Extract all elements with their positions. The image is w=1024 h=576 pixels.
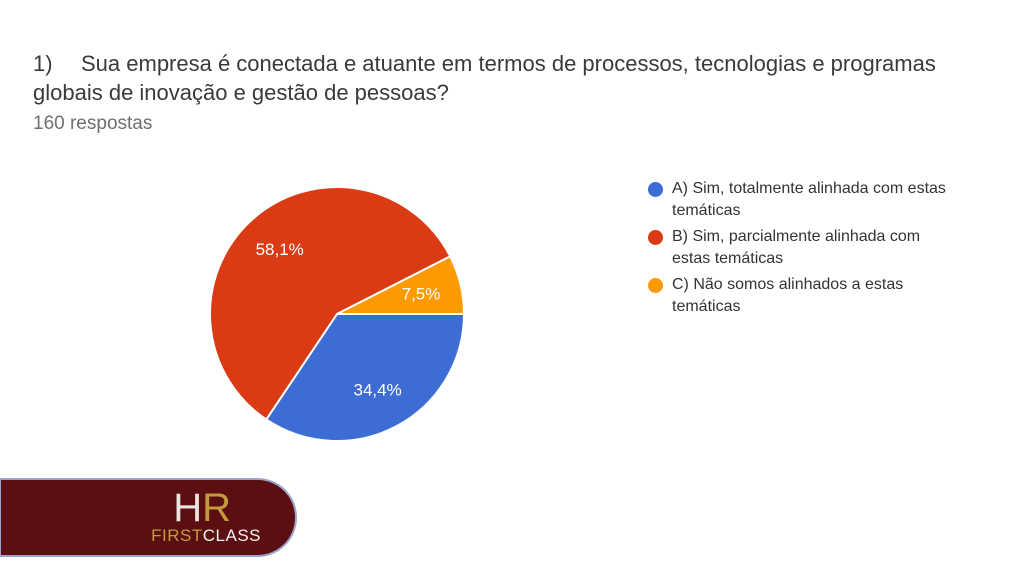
logo-word-class: CLASS [202,526,261,545]
pie-slice-0 [265,313,465,442]
legend-dot-icon [648,278,663,293]
pie-slice-1 [209,186,452,421]
question-title: 1) Sua empresa é conectada e atuante em t… [33,49,973,107]
hr-firstclass-logo: HR FIRSTCLASS [0,478,297,557]
responses-count: 160 respostas [33,113,153,134]
legend-item-c: C) Não somos alinhados a estas temáticas [648,274,968,318]
logo-letter-h: H [173,486,203,530]
legend-dot-icon [648,182,663,197]
pie-slice-label-0: 34,4% [353,381,401,400]
pie-slice-label-2: 7,5% [402,284,441,303]
pie-slice-label-1: 58,1% [256,240,304,259]
pie-slice-2 [336,255,465,315]
logo-letter-r: R [202,486,231,530]
logo-hr-monogram: HR [173,488,231,528]
legend-label-a: A) Sim, totalmente alinhada com estas te… [672,180,946,219]
legend-label-c: C) Não somos alinhados a estas temáticas [672,276,904,315]
logo-word-first: FIRST [151,526,203,545]
logo-wordmark: FIRSTCLASS [151,527,261,545]
question-number: 1) [33,51,53,76]
pie-chart-svg: 34,4% 58,1% 7,5% [209,186,465,442]
legend-item-a: A) Sim, totalmente alinhada com estas te… [648,178,968,222]
legend-label-b: B) Sim, parcialmente alinhada com estas … [672,228,921,267]
chart-legend: A) Sim, totalmente alinhada com estas te… [648,178,968,322]
legend-dot-icon [648,230,663,245]
legend-item-b: B) Sim, parcialmente alinhada com estas … [648,226,968,270]
question-text: Sua empresa é conectada e atuante em ter… [33,51,936,105]
pie-chart: 34,4% 58,1% 7,5% [207,184,467,444]
